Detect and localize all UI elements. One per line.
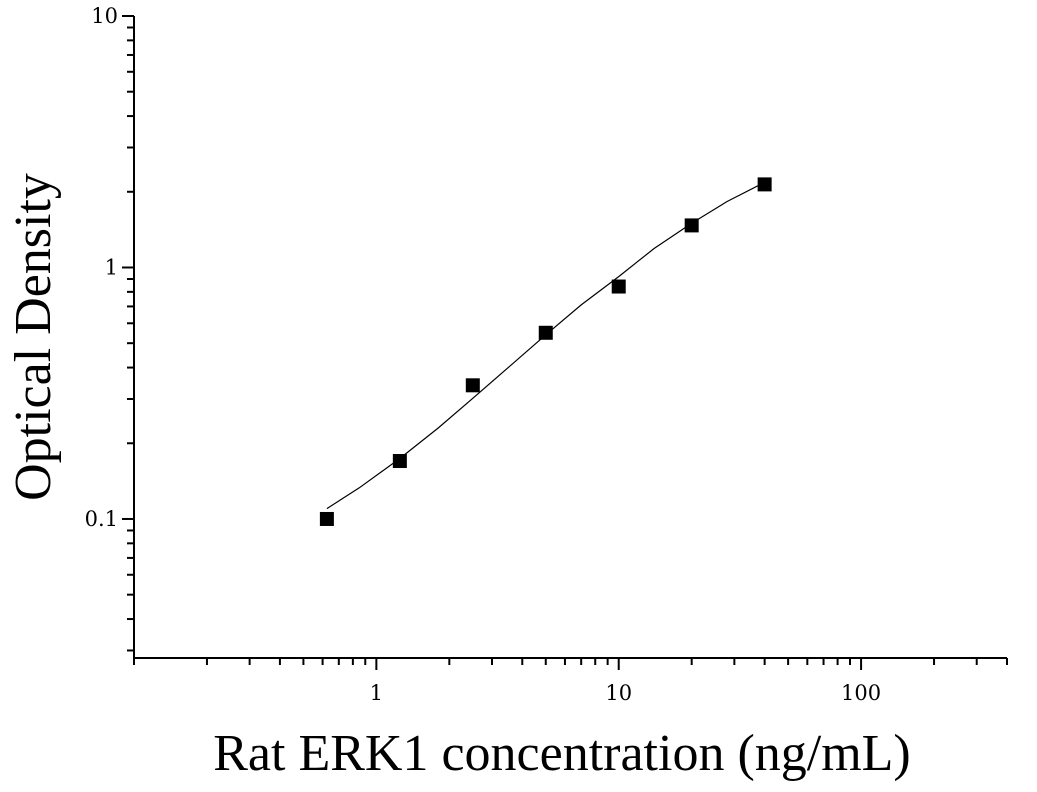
x-axis-title: Rat ERK1 concentration (ng/mL) xyxy=(213,725,910,782)
y-tick-label: 0.1 xyxy=(85,507,118,531)
data-points-layer xyxy=(319,177,772,526)
fit-curve-line xyxy=(326,181,765,510)
y-axis-title: Optical Density xyxy=(5,173,62,501)
x-tick-label: 10 xyxy=(605,681,632,705)
data-point xyxy=(611,279,626,294)
data-point xyxy=(684,218,699,233)
tick-labels-layer: 1 10 100 0.1 1 10 xyxy=(85,4,882,705)
data-point xyxy=(392,454,407,469)
data-point xyxy=(538,325,553,340)
y-tick-label: 1 xyxy=(105,255,118,279)
y-tick-label: 10 xyxy=(91,4,118,28)
axes-layer xyxy=(122,15,1008,670)
data-point xyxy=(319,511,334,526)
x-tick-label: 100 xyxy=(841,681,881,705)
x-tick-label: 1 xyxy=(370,681,383,705)
data-point xyxy=(757,177,772,192)
data-point xyxy=(465,378,480,393)
fit-curve-layer xyxy=(326,181,765,510)
